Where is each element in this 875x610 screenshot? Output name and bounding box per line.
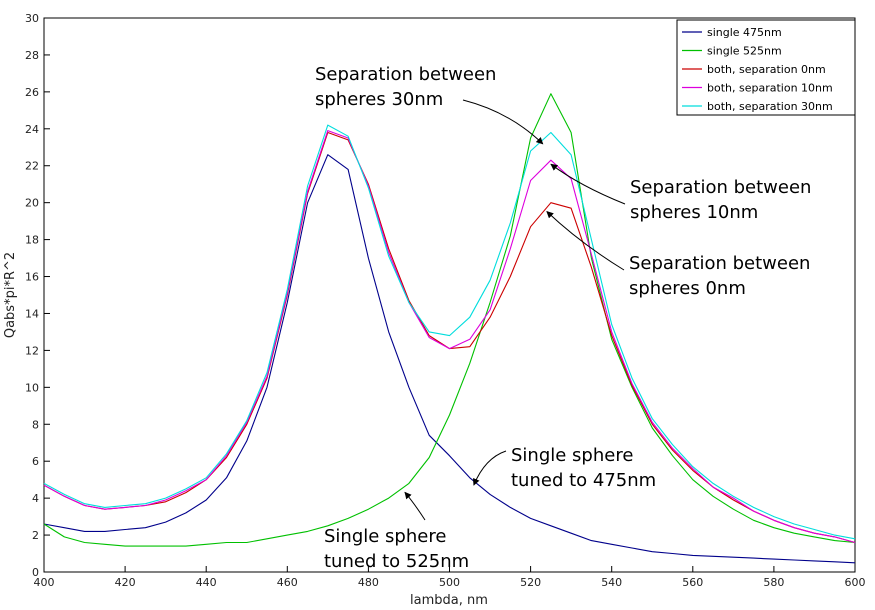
y-tick-label: 12 xyxy=(25,344,39,357)
annotation-text: tuned to 525nm xyxy=(324,551,469,572)
annotation-text: spheres 30nm xyxy=(315,89,443,110)
y-tick-label: 18 xyxy=(25,234,39,247)
series-line-1 xyxy=(43,93,856,547)
x-tick-label: 560 xyxy=(682,576,703,589)
series-line-4 xyxy=(43,124,856,540)
annotation-text: spheres 0nm xyxy=(629,278,746,299)
x-tick-label: 400 xyxy=(34,576,55,589)
x-axis-title: lambda, nm xyxy=(410,593,488,608)
annotation-arrow xyxy=(404,491,426,521)
legend: single 475nm single 525nm both, separation… xyxy=(676,19,856,116)
x-tick-label: 460 xyxy=(277,576,298,589)
annotation-text: spheres 10nm xyxy=(630,202,758,223)
x-tick-label: 580 xyxy=(763,576,784,589)
legend-box xyxy=(676,19,856,116)
y-tick-label: 14 xyxy=(25,307,39,320)
y-tick-label: 2 xyxy=(32,529,39,542)
y-tick-label: 26 xyxy=(25,86,39,99)
legend-label: both, separation 10nm xyxy=(707,82,833,95)
x-tick-label: 440 xyxy=(196,576,217,589)
series-lines xyxy=(43,93,856,564)
y-tick-label: 8 xyxy=(32,418,39,431)
y-tick-label: 20 xyxy=(25,197,39,210)
y-tick-label: 24 xyxy=(25,123,39,136)
annotation-text: tuned to 475nm xyxy=(511,470,656,491)
x-axis-ticks: 400 420 440 460 480 500 520 540 560 580 600 xyxy=(34,566,866,589)
x-tick-label: 420 xyxy=(115,576,136,589)
legend-label: both, separation 30nm xyxy=(707,100,833,113)
x-tick-label: 500 xyxy=(439,576,460,589)
x-tick-label: 480 xyxy=(358,576,379,589)
series-line-0 xyxy=(43,154,856,564)
x-tick-label: 540 xyxy=(601,576,622,589)
annotation-text: Separation between xyxy=(630,177,811,198)
legend-label: single 475nm xyxy=(707,26,782,39)
legend-label: single 525nm xyxy=(707,45,782,58)
y-tick-label: 28 xyxy=(25,49,39,62)
y-tick-label: 22 xyxy=(25,160,39,173)
annotation-arrow xyxy=(546,211,625,271)
x-tick-label: 600 xyxy=(845,576,866,589)
y-tick-label: 4 xyxy=(32,492,39,505)
y-tick-label: 16 xyxy=(25,271,39,284)
y-tick-label: 6 xyxy=(32,455,39,468)
annotation-text: Separation between xyxy=(629,253,810,274)
annotations: Separation between spheres 30nm Separation… xyxy=(315,64,811,572)
series-line-3 xyxy=(43,130,856,544)
annotation-text: Separation between xyxy=(315,64,496,85)
x-tick-label: 520 xyxy=(520,576,541,589)
y-tick-label: 10 xyxy=(25,381,39,394)
annotation-text: Single sphere xyxy=(511,445,633,466)
legend-label: both, separation 0nm xyxy=(707,63,826,76)
annotation-arrow xyxy=(472,450,507,486)
y-tick-label: 30 xyxy=(25,12,39,25)
annotation-arrow xyxy=(550,163,626,205)
annotation-arrow xyxy=(462,99,544,145)
y-axis-title: Qabs*pi*R^2 xyxy=(3,252,18,338)
annotation-text: Single sphere xyxy=(324,526,446,547)
y-tick-label: 0 xyxy=(32,566,39,579)
